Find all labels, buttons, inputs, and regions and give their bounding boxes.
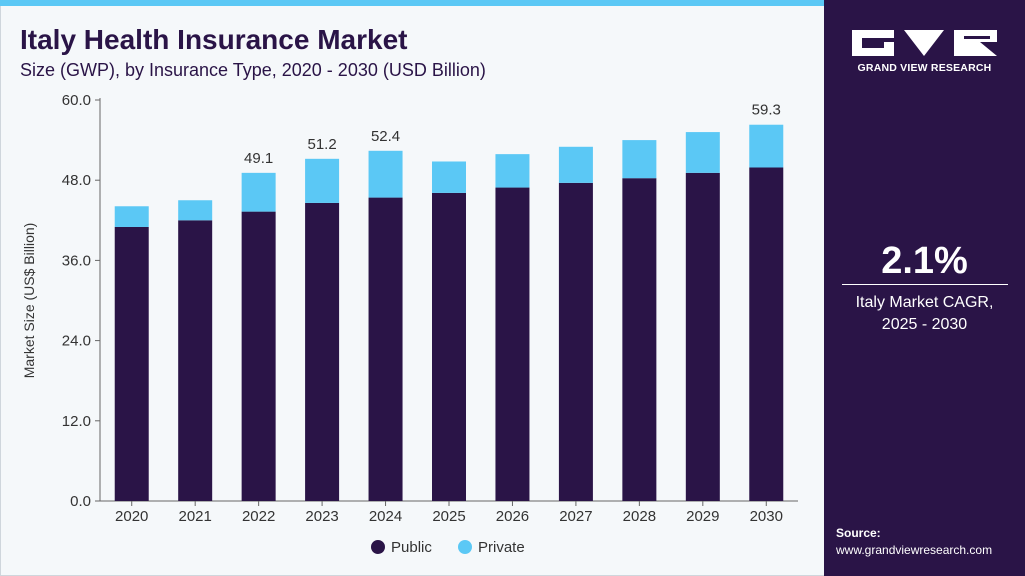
- x-tick-label-2029: 2029: [686, 508, 719, 525]
- bar-private-2025: [432, 161, 466, 193]
- y-tick-label: 60.0: [62, 92, 91, 109]
- source-link[interactable]: www.grandviewresearch.com: [836, 543, 993, 557]
- cagr-divider: [842, 284, 1008, 285]
- bar-private-2024: [368, 150, 403, 198]
- bar-private-2030: [749, 124, 784, 168]
- x-tick-label-2020: 2020: [115, 508, 148, 525]
- cagr-value: 2.1%: [881, 240, 968, 282]
- bar-private-2022: [241, 172, 276, 212]
- chart-title: Italy Health Insurance Market: [20, 24, 408, 55]
- legend-swatch-private: [458, 540, 472, 554]
- bar-private-2023: [305, 158, 340, 203]
- chart-subtitle: Size (GWP), by Insurance Type, 2020 - 20…: [20, 60, 486, 80]
- x-tick-label-2027: 2027: [559, 508, 592, 525]
- bar-private-2028: [622, 140, 657, 179]
- brand-name: GRAND VIEW RESEARCH: [857, 62, 992, 74]
- accent-line: [0, 0, 824, 6]
- cagr-label: Italy Market CAGR, 2025 - 2030: [855, 294, 994, 333]
- x-tick-label-2021: 2021: [178, 508, 211, 525]
- gvr-logo-icon: [852, 30, 997, 56]
- x-tick-label-2030: 2030: [750, 508, 783, 525]
- y-tick-label: 12.0: [62, 413, 91, 430]
- bar-private-2021: [178, 200, 213, 221]
- data-label-2022: 49.1: [244, 150, 273, 167]
- bar-public-2029: [685, 172, 720, 501]
- bar-private-2027: [558, 146, 593, 183]
- source-label: Source:: [836, 526, 881, 540]
- x-tick-label-2026: 2026: [496, 508, 529, 525]
- legend-swatch-public: [371, 540, 385, 554]
- bar-chart: 0.0 12.0 24.0 36.0 48.0 60.0 Market Size (US$ …: [21, 92, 798, 556]
- bar-private-2029: [685, 132, 720, 173]
- data-label-2030: 59.3: [752, 102, 781, 119]
- x-tick-label-2023: 2023: [305, 508, 338, 525]
- bar-public-2022: [241, 211, 276, 501]
- y-axis-title: Market Size (US$ Billion): [21, 223, 37, 379]
- bar-public-2020: [114, 226, 149, 501]
- x-tick-label-2028: 2028: [623, 508, 656, 525]
- bar-public-2021: [178, 220, 213, 502]
- bar-private-2026: [495, 154, 530, 188]
- y-tick-label: 0.0: [70, 493, 91, 510]
- bar-public-2030: [749, 167, 784, 502]
- bar-public-2025: [432, 192, 466, 502]
- x-tick-label-2022: 2022: [242, 508, 275, 525]
- bar-private-2020: [114, 206, 149, 227]
- y-tick-label: 48.0: [62, 172, 91, 189]
- y-tick-label: 24.0: [62, 333, 91, 350]
- legend-label-public: Public: [391, 539, 432, 556]
- bar-public-2024: [368, 197, 403, 501]
- sidebar-panel: [824, 0, 1025, 576]
- bar-public-2027: [558, 182, 593, 501]
- bar-public-2028: [622, 178, 657, 501]
- data-label-2023: 51.2: [307, 136, 336, 153]
- data-label-2024: 52.4: [371, 128, 400, 145]
- bar-public-2023: [305, 202, 340, 501]
- legend-label-private: Private: [478, 539, 525, 556]
- x-tick-label-2024: 2024: [369, 508, 402, 525]
- x-tick-label-2025: 2025: [432, 508, 465, 525]
- y-tick-label: 36.0: [62, 252, 91, 269]
- bar-public-2026: [495, 187, 530, 501]
